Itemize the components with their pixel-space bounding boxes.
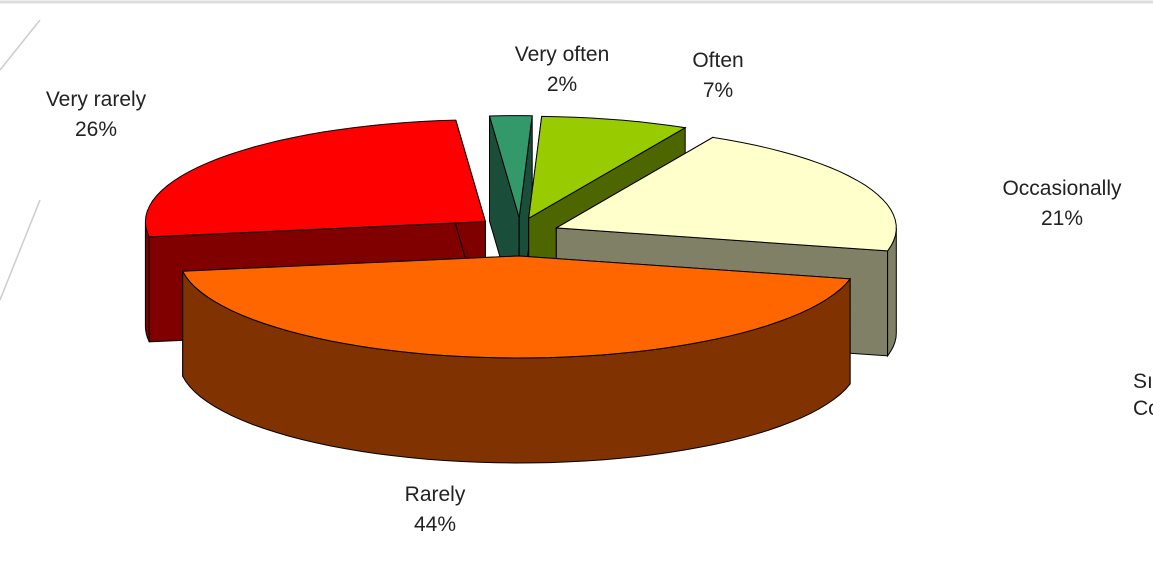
slice-name: Very rarely [45,88,147,111]
slice-percent: 2% [546,73,578,96]
slice-label-occasionally: Occasionally 21% [1002,174,1121,234]
slice-percent: 7% [702,79,734,102]
slice-name: Occasionally [1002,177,1122,200]
clipped-line-2: Co [1133,397,1153,420]
slice-name: Very often [514,43,610,66]
slice-label-very-rarely: Very rarely 26% [46,85,146,145]
pie-slice-rarely [181,255,852,464]
slice-top-face [144,119,487,238]
slide-decoration-line [0,19,41,301]
clipped-text: Sı Co [1133,368,1153,422]
slice-percent: 21% [1040,207,1084,230]
slice-top-face [488,115,533,218]
slice-percent: 26% [74,118,118,141]
slice-outer-wall [144,221,150,343]
slice-name: Rarely [404,483,466,506]
slice-top-face [528,115,687,220]
slice-name: Often [692,49,744,72]
slice-percent: 44% [413,513,457,536]
slice-label-very-often: Very often 2% [515,40,610,100]
slice-top-face [181,255,852,359]
pie-slices [144,115,897,464]
clipped-line-1: Sı [1133,370,1153,393]
slice-label-rarely: Rarely 44% [405,480,466,540]
slice-top-face [554,136,897,252]
slice-label-often: Often 7% [692,46,743,106]
